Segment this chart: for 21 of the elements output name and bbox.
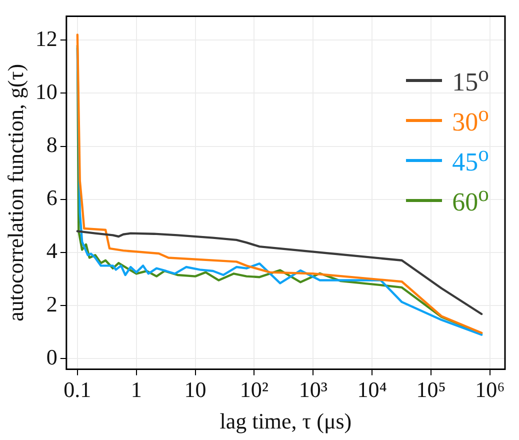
legend-label: 30$^{o}$ — [452, 102, 489, 138]
y-tick-label: 6 — [46, 185, 58, 210]
x-tick-label: 10⁴ — [357, 377, 388, 402]
legend-label: 60$^{o}$ — [452, 182, 489, 218]
y-axis-title: autocorrelation function, g(τ) — [2, 64, 28, 322]
x-tick-label: 1 — [130, 377, 142, 402]
y-tick-label: 4 — [46, 238, 58, 264]
x-tick-label: 0.1 — [64, 377, 92, 402]
x-axis-title: lag time, τ (μs) — [220, 408, 352, 434]
legend-label: 45$^{o}$ — [452, 142, 489, 178]
x-tick-label: 10⁵ — [416, 377, 446, 402]
x-tick-label: 10³ — [298, 377, 328, 402]
y-tick-label: 12 — [35, 26, 58, 51]
legend-label: 15$^{o}$ — [452, 62, 489, 98]
x-tick-label: 10² — [240, 377, 269, 402]
x-tick-label: 10 — [184, 377, 206, 402]
x-tick-label: 10⁶ — [475, 377, 505, 402]
y-tick-label: 10 — [35, 78, 58, 104]
y-tick-label: 0 — [46, 344, 58, 370]
y-tick-label: 8 — [46, 132, 58, 158]
y-tick-label: 2 — [46, 291, 58, 316]
